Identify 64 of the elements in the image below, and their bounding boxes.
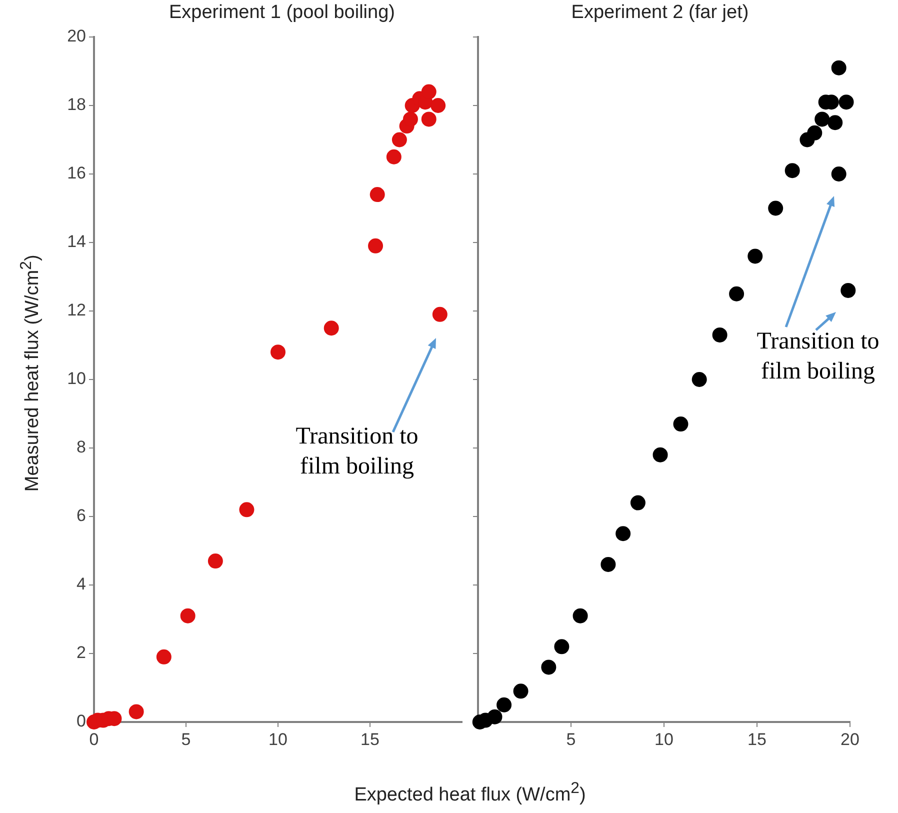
point xyxy=(828,115,843,130)
x-axis-title: Expected heat flux (W/cm$^{2}$) xyxy=(353,780,587,806)
point xyxy=(652,447,668,462)
x-tick-label: 0 xyxy=(89,730,99,749)
y-tick-label: 12 xyxy=(67,300,86,320)
point xyxy=(239,502,254,518)
point xyxy=(840,282,856,298)
x-tick-label: 5 xyxy=(566,730,576,749)
point xyxy=(421,84,436,100)
x-tick-label: 10 xyxy=(654,730,674,749)
y-tick-label: 16 xyxy=(67,164,86,183)
point xyxy=(768,200,784,216)
annotation: Transition to film boiling xyxy=(756,328,880,384)
x-tick-label: 15 xyxy=(360,730,380,749)
x-tick-label: 5 xyxy=(181,730,191,749)
point xyxy=(368,238,384,254)
y-tick-label: 6 xyxy=(76,506,86,526)
point xyxy=(712,327,728,342)
point xyxy=(572,608,588,624)
point xyxy=(831,60,846,76)
point xyxy=(430,98,446,113)
point xyxy=(128,704,144,720)
point xyxy=(496,697,512,712)
point xyxy=(324,320,339,336)
point xyxy=(180,608,196,624)
point xyxy=(814,112,830,127)
point xyxy=(487,709,502,724)
point xyxy=(692,372,707,387)
y-tick-label: 4 xyxy=(76,574,86,594)
point xyxy=(729,286,744,302)
point xyxy=(541,660,556,675)
point xyxy=(156,649,172,664)
point xyxy=(421,112,436,127)
x-tick-label: 10 xyxy=(268,730,288,749)
y-tick-label: 10 xyxy=(67,369,86,388)
y-tick-label: 14 xyxy=(67,232,86,252)
chart-title: Experiment 2 (far jet) xyxy=(570,2,750,24)
annotation: Transition to film boiling xyxy=(296,423,418,480)
x-tick-label: 20 xyxy=(840,730,860,749)
point xyxy=(807,125,822,140)
y-tick-label: 20 xyxy=(67,26,86,46)
point xyxy=(673,416,688,432)
point xyxy=(208,554,223,569)
point xyxy=(432,306,448,322)
point xyxy=(554,639,570,654)
point xyxy=(270,344,286,360)
point xyxy=(402,112,418,127)
point xyxy=(386,149,402,164)
point xyxy=(784,163,800,178)
y-tick-label: 2 xyxy=(76,643,86,662)
point xyxy=(748,248,763,264)
x-tick-label: 15 xyxy=(748,730,766,749)
y-tick-label: 18 xyxy=(67,95,86,114)
point xyxy=(838,94,854,110)
point xyxy=(616,526,631,542)
point xyxy=(600,556,616,572)
point xyxy=(630,495,646,510)
y-tick-label: 0 xyxy=(76,712,86,731)
point xyxy=(513,684,528,699)
chart-title: Experiment 1 (pool boiling) xyxy=(168,2,396,24)
y-tick-label: 8 xyxy=(76,438,86,457)
point xyxy=(392,132,407,148)
point xyxy=(831,166,846,182)
point xyxy=(370,187,385,202)
